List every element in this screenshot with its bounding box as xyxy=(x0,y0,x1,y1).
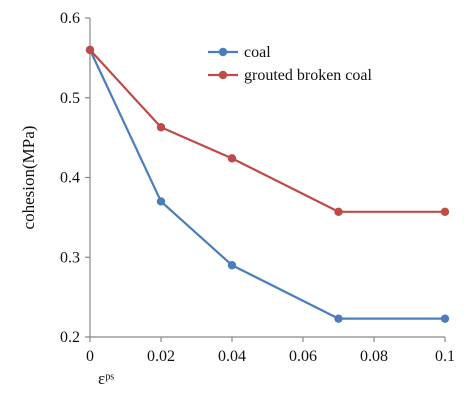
y-tick-label: 0.2 xyxy=(60,329,80,346)
legend: coal grouted broken coal xyxy=(208,44,373,84)
data-point xyxy=(85,45,95,55)
data-point xyxy=(156,197,166,206)
data-point xyxy=(156,123,166,132)
data-point xyxy=(440,314,450,323)
x-axis-title: εᵖˢ xyxy=(98,369,114,388)
y-ticks: 0.2 0.3 0.4 0.5 0.6 xyxy=(60,10,90,346)
y-tick-label: 0.4 xyxy=(60,170,80,187)
data-point xyxy=(440,207,450,216)
legend-label: coal xyxy=(244,44,271,61)
y-axis-title: cohesion(MPa) xyxy=(19,126,38,230)
data-point xyxy=(227,261,237,270)
series-layer xyxy=(85,45,450,323)
y-tick-label: 0.5 xyxy=(60,90,80,107)
legend-marker xyxy=(218,70,228,80)
y-tick-label: 0.6 xyxy=(60,10,80,27)
legend-marker xyxy=(218,47,228,57)
x-tick-label: 0.06 xyxy=(289,348,317,365)
x-tick-label: 0.04 xyxy=(218,348,246,365)
y-tick-label: 0.3 xyxy=(60,249,80,266)
data-point xyxy=(334,314,343,323)
x-tick-label: 0 xyxy=(86,348,94,365)
data-point xyxy=(227,154,237,163)
series-line-1 xyxy=(89,49,445,320)
x-tick-label: 0.1 xyxy=(435,348,455,365)
x-tick-label: 0.08 xyxy=(360,348,388,365)
axes xyxy=(89,18,445,338)
legend-label: grouted broken coal xyxy=(244,67,373,84)
x-ticks: 0 0.02 0.04 0.06 0.08 0.1 xyxy=(86,337,455,365)
x-tick-label: 0.02 xyxy=(147,348,175,365)
data-point xyxy=(334,207,343,216)
